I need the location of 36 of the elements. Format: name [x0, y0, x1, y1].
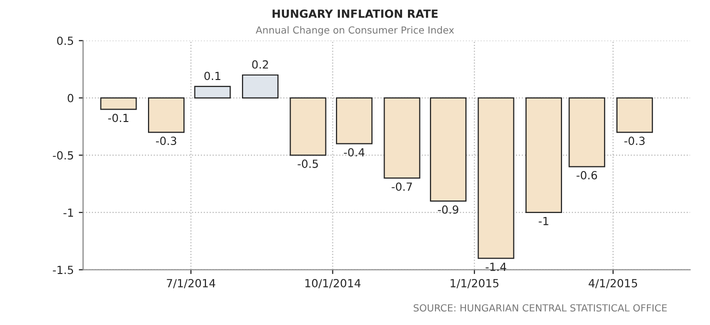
data-label: -0.3	[156, 136, 176, 146]
data-label: -0.5	[298, 160, 318, 168]
y-tick-label: -0.5	[52, 151, 74, 160]
data-label: -0.3	[624, 136, 645, 146]
bar	[384, 97, 420, 179]
data-label: 0.2	[252, 60, 268, 69]
data-label: -0.7	[392, 182, 412, 191]
data-label: -0.4	[344, 148, 364, 156]
data-label: -0.6	[576, 171, 598, 180]
bar	[194, 86, 231, 98]
bar	[148, 97, 185, 133]
x-tick-label: 7/1/2014	[166, 278, 216, 288]
bar	[525, 97, 562, 214]
data-label: -1.4	[486, 262, 506, 271]
x-tick-label: 10/1/2014	[305, 278, 361, 288]
data-label: -0.1	[108, 114, 128, 122]
y-tick-label: 0.5	[57, 36, 74, 46]
source-note: SOURCE: HUNGARIAN CENTRAL STATISTICAL OFFICE	[414, 304, 667, 312]
bar	[336, 97, 373, 144]
y-tick-label: 0	[68, 94, 74, 102]
bar	[100, 97, 137, 110]
bar	[290, 97, 326, 156]
bar	[430, 97, 466, 202]
data-label: -1	[538, 216, 548, 226]
bar	[616, 97, 653, 133]
bar	[242, 74, 279, 98]
data-label: 0.1	[204, 72, 220, 80]
data-label: -0.9	[438, 205, 458, 214]
x-tick-label: 4/1/2015	[588, 278, 638, 288]
chart-title: HUNGARY INFLATION RATE	[272, 9, 438, 18]
y-tick-label: -1.5	[52, 266, 74, 274]
y-tick-label: -1	[64, 208, 74, 217]
chart-subtitle: Annual Change on Consumer Price Index	[256, 26, 454, 36]
x-tick-label: 1/1/2015	[450, 278, 498, 288]
bar	[478, 97, 514, 259]
bar	[568, 97, 606, 168]
